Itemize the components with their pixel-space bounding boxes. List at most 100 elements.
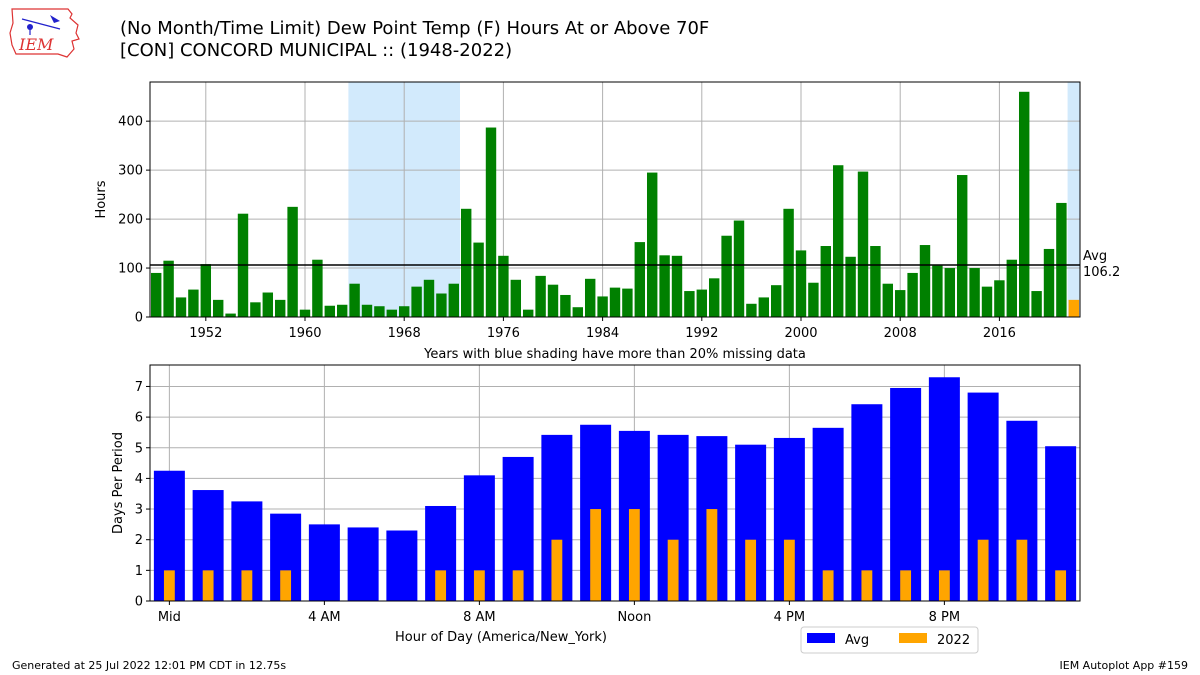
top-x-tick-label: 1976 xyxy=(487,326,520,341)
current-year-bar-hour-15 xyxy=(745,539,757,601)
avg-bar-hour-4 xyxy=(308,524,340,601)
bar-1959 xyxy=(287,206,298,317)
top-x-tick-label: 1992 xyxy=(685,326,718,341)
avg-bar-hour-19 xyxy=(890,387,922,601)
top-x-tick-label: 1960 xyxy=(288,326,321,341)
current-year-bar-hour-11 xyxy=(590,509,602,601)
footer-generated: Generated at 25 Jul 2022 12:01 PM CDT in… xyxy=(12,659,287,672)
bar-1974 xyxy=(473,242,484,317)
bar-2019 xyxy=(1031,291,1042,317)
current-year-bar-hour-7 xyxy=(435,570,447,601)
current-year-bar-hour-18 xyxy=(861,570,873,601)
bottom-x-tick-label: 8 AM xyxy=(463,610,496,625)
current-year-bar-hour-2 xyxy=(241,570,253,601)
average-value-label: 106.2 xyxy=(1083,265,1120,280)
legend-swatch-2022 xyxy=(899,633,927,643)
iem-logo: IEM xyxy=(8,5,82,63)
bar-2010 xyxy=(919,245,931,317)
top-y-tick-label: 200 xyxy=(118,213,143,228)
footer-app: IEM Autoplot App #159 xyxy=(1059,659,1189,672)
bottom-y-tick-label: 7 xyxy=(135,380,143,395)
top-plot-frame xyxy=(149,81,1081,318)
bar-1985 xyxy=(609,287,621,317)
bottom-y-tick-label: 6 xyxy=(135,411,143,426)
bar-1962 xyxy=(324,305,336,317)
bar-2003 xyxy=(832,165,844,317)
bar-1979 xyxy=(535,275,546,317)
bar-1949 xyxy=(163,260,174,317)
bar-1958 xyxy=(274,299,286,317)
bottom-y-axis-label: Days Per Period xyxy=(111,432,126,534)
bar-1969 xyxy=(411,286,422,317)
bar-2008 xyxy=(894,290,906,317)
top-y-tick-label: 400 xyxy=(118,115,143,130)
bar-2014 xyxy=(969,268,980,317)
current-year-bar-hour-20 xyxy=(938,570,950,601)
bar-1984 xyxy=(597,296,608,317)
bar-1967 xyxy=(386,309,398,317)
bar-1953 xyxy=(212,299,224,317)
top-x-tick-label: 2016 xyxy=(983,326,1016,341)
current-year-bar-hour-3 xyxy=(280,570,292,601)
bar-1982 xyxy=(572,307,584,317)
current-year-bar-hour-10 xyxy=(551,539,563,601)
avg-bar-hour-20 xyxy=(928,377,960,601)
current-year-bar-hour-17 xyxy=(822,570,834,601)
bar-2016 xyxy=(994,280,1005,317)
average-label: Avg xyxy=(1083,249,1107,264)
current-year-bar-hour-0 xyxy=(163,570,175,601)
bottom-y-tick-label: 2 xyxy=(135,533,143,548)
bar-1988 xyxy=(646,172,658,317)
chart-title-line2: [CON] CONCORD MUNICIPAL :: (1948-2022) xyxy=(120,40,513,61)
current-year-bar-hour-22 xyxy=(1016,539,1028,601)
bar-1970 xyxy=(423,279,435,317)
bottom-x-tick-label: Mid xyxy=(158,610,181,625)
bar-1987 xyxy=(634,242,646,317)
bar-1948 xyxy=(150,272,162,317)
bottom-plot-frame xyxy=(149,364,1081,602)
bar-2009 xyxy=(907,272,918,317)
top-x-tick-label: 1952 xyxy=(189,326,222,341)
top-x-tick-label: 1984 xyxy=(586,326,619,341)
bar-1951 xyxy=(188,289,199,317)
current-year-bar-hour-16 xyxy=(783,539,795,601)
top-y-tick-label: 0 xyxy=(135,311,143,326)
bar-2011 xyxy=(932,265,943,317)
top-y-axis-label: Hours xyxy=(94,180,109,218)
legend-label-avg: Avg xyxy=(845,633,869,648)
bar-2006 xyxy=(870,246,881,317)
bar-1986 xyxy=(622,288,633,317)
current-year-bar-hour-13 xyxy=(667,539,679,601)
bar-1977 xyxy=(510,279,522,317)
avg-bar-hour-6 xyxy=(386,530,418,601)
avg-bar-hour-18 xyxy=(851,404,883,601)
bar-1961 xyxy=(312,259,323,317)
bar-2001 xyxy=(808,282,819,317)
bar-2007 xyxy=(882,283,894,317)
bar-1980 xyxy=(547,284,559,317)
bar-2012 xyxy=(944,268,956,317)
bar-1991 xyxy=(684,291,695,317)
bottom-x-axis-label: Hour of Day (America/New_York) xyxy=(395,630,607,645)
bar-1971 xyxy=(436,293,447,317)
bottom-x-tick-label: 8 PM xyxy=(929,610,960,625)
bar-2000 xyxy=(795,250,807,317)
bar-1965 xyxy=(361,304,373,317)
bar-1997 xyxy=(758,297,770,317)
bar-1995 xyxy=(733,220,745,317)
bottom-y-tick-label: 3 xyxy=(135,503,143,518)
top-x-axis-label: Years with blue shading have more than 2… xyxy=(423,347,806,362)
bottom-y-tick-label: 5 xyxy=(135,441,143,456)
missing-data-shade-1 xyxy=(1067,82,1080,317)
legend-swatch-avg xyxy=(807,633,835,643)
bar-2021 xyxy=(1056,202,1067,317)
chart-title-line1: (No Month/Time Limit) Dew Point Temp (F)… xyxy=(120,18,710,39)
bar-1978 xyxy=(522,309,534,317)
top-x-tick-label: 2008 xyxy=(884,326,917,341)
bar-1999 xyxy=(783,208,794,317)
bar-1972 xyxy=(448,283,460,317)
top-x-tick-label: 2000 xyxy=(784,326,817,341)
bottom-y-tick-label: 1 xyxy=(135,564,143,579)
bottom-y-tick-label: 0 xyxy=(135,595,143,610)
bar-1960 xyxy=(299,309,311,317)
